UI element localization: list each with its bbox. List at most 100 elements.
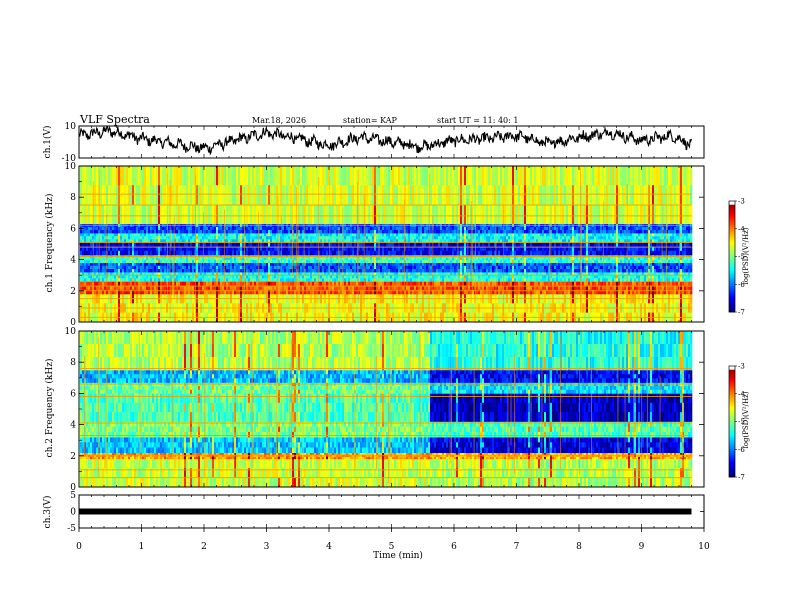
- ch1-spectrogram-cell: [372, 278, 375, 282]
- ch1-spectrogram-cell: [172, 185, 175, 205]
- ch1-spectrogram-cell: [182, 275, 185, 279]
- ch1-spectrogram-cell: [308, 185, 311, 205]
- ch1-spectrogram-cell: [374, 285, 377, 291]
- ch1-spectrogram-cell: [264, 281, 267, 286]
- ch1-spectrogram-cell: [354, 257, 357, 261]
- ch1-spectrogram-cell: [400, 275, 403, 279]
- ch1-spectrogram-cell: [204, 285, 207, 291]
- ch1-spectrogram-cell: [256, 269, 259, 273]
- ch1-spectrogram-cell: [164, 236, 167, 240]
- ch1-spectrogram-cell: [408, 230, 411, 234]
- ch1-spectrogram-cell: [162, 185, 165, 205]
- ch1-spectrogram-cell: [302, 242, 305, 247]
- ch1-spectrogram-cell: [150, 226, 153, 231]
- ch1-spectrogram-cell: [264, 242, 267, 247]
- ch1-spectrogram-cell: [378, 185, 381, 205]
- ch1-spectrogram-cell: [320, 275, 323, 279]
- ch1-spectrogram-cell: [84, 242, 87, 247]
- ch1-spectrogram-cell: [162, 278, 165, 282]
- ch1-spectrogram-cell: [322, 166, 325, 186]
- ch1-spectrogram-cell: [150, 281, 153, 286]
- ch1-spectrogram-cell: [136, 226, 139, 231]
- ch1-spectrogram-cell: [388, 230, 391, 234]
- ch1-spectrogram-cell: [214, 281, 217, 286]
- ch1-spectrogram-cell: [434, 185, 437, 205]
- ch1-spectrogram-cell: [160, 230, 163, 234]
- ch1-spectrogram-cell: [278, 257, 281, 261]
- ch1-spectrogram-cell: [382, 275, 385, 279]
- ch1-spectrogram-cell: [270, 239, 273, 243]
- ch1-spectrogram-cell: [376, 275, 379, 279]
- ch1-spectrogram-cell: [294, 275, 297, 279]
- ch1-spectrogram-cell: [418, 281, 421, 286]
- ch1-spectrogram-cell: [172, 226, 175, 231]
- ch1-spectrogram-cell: [336, 278, 339, 282]
- ch1-spectrogram-cell: [114, 226, 117, 231]
- ch1-spectrogram-cell: [234, 289, 237, 295]
- ch1-spectrogram-cell: [94, 272, 97, 276]
- ch1-spectrogram-cell: [166, 250, 169, 256]
- ch1-spectrogram-cell: [240, 239, 243, 243]
- ch1-spectrogram-cell: [300, 185, 303, 205]
- ch1-spectrogram-cell: [364, 239, 367, 243]
- ch1-spectrogram-cell: [270, 185, 273, 205]
- ch1-spectrogram-cell: [306, 185, 309, 205]
- ch1-spectrogram-cell: [194, 226, 197, 231]
- ch1-spectrogram-cell: [112, 166, 115, 186]
- ch1-spectrogram-cell: [438, 289, 441, 295]
- ch1-spectrogram-cell: [188, 269, 191, 273]
- ch1-spectrogram-cell: [168, 185, 171, 205]
- ch1-spectrogram-cell: [332, 204, 335, 224]
- ch1-spectrogram-cell: [252, 278, 255, 282]
- ch1-spectrogram-cell: [294, 246, 297, 252]
- ch1-spectrogram-cell: [128, 260, 131, 263]
- ch1-spectrogram-cell: [124, 275, 127, 279]
- ch1-spectrogram-cell: [318, 204, 321, 224]
- ch1-spectrogram-cell: [356, 289, 359, 295]
- ch1-spectrogram-cell: [352, 278, 355, 282]
- ch1-spectrogram-cell: [370, 289, 373, 295]
- ch1-spectrogram-cell: [178, 233, 181, 237]
- ch1-spectrogram-cell: [138, 250, 141, 256]
- ch1-spectrogram-cell: [80, 257, 83, 261]
- ch1-spectrogram-cell: [334, 257, 337, 261]
- ch1-spectrogram-cell: [362, 257, 365, 261]
- ch1-spectrogram-cell: [136, 285, 139, 291]
- ch1-spectrogram-cell: [392, 262, 395, 267]
- ch1-spectrogram-cell: [350, 281, 353, 286]
- ch1-spectrogram-cell: [122, 285, 125, 291]
- ch1-spectrogram-cell: [334, 239, 337, 243]
- ch1-spectrogram-cell: [158, 269, 161, 273]
- ch1-spectrogram-cell: [362, 281, 365, 286]
- ch1-spectrogram-cell: [368, 230, 371, 234]
- ch1-spectrogram-cell: [388, 242, 391, 247]
- ch1-spectrogram-cell: [198, 185, 201, 205]
- ch1-spectrogram-cell: [298, 289, 301, 295]
- ch1-spectrogram-cell: [326, 166, 329, 186]
- ch1-spectrogram-cell: [274, 230, 277, 234]
- ch1-spectrogram-cell: [278, 265, 281, 270]
- ch1-spectrogram-cell: [250, 246, 253, 252]
- ch1-spectrogram-cell: [116, 275, 119, 279]
- ch1-spectrogram-cell: [420, 289, 423, 295]
- ch1-spectrogram-cell: [202, 166, 205, 186]
- ch1-spectrogram-cell: [142, 246, 145, 252]
- ch1-spectrogram-cell: [344, 239, 347, 243]
- ch1-spectrogram-cell: [406, 226, 409, 231]
- ch1-spectrogram-cell: [360, 275, 363, 279]
- ch1-spectrogram-cell: [308, 226, 311, 231]
- ch1-spectrogram-cell: [184, 233, 187, 237]
- ch1-spectrogram-cell: [128, 257, 131, 261]
- ch1-spectrogram-cell: [232, 185, 235, 205]
- ch1-spectrogram-cell: [392, 269, 395, 273]
- ch1-spectrogram-cell: [156, 185, 159, 205]
- ch1-spectrogram-cell: [364, 246, 367, 252]
- ch1-spectrogram-cell: [278, 272, 281, 276]
- ch1-spectrogram-cell: [208, 230, 211, 234]
- ch1-spectrogram-cell: [96, 260, 99, 263]
- ch1-spectrogram-cell: [392, 289, 395, 295]
- ch1-spectrogram-cell: [264, 262, 267, 267]
- ch1-spectrogram-cell: [300, 250, 303, 256]
- ch1-spectrogram-cell: [164, 233, 167, 237]
- ch1-spectrogram-cell: [360, 239, 363, 243]
